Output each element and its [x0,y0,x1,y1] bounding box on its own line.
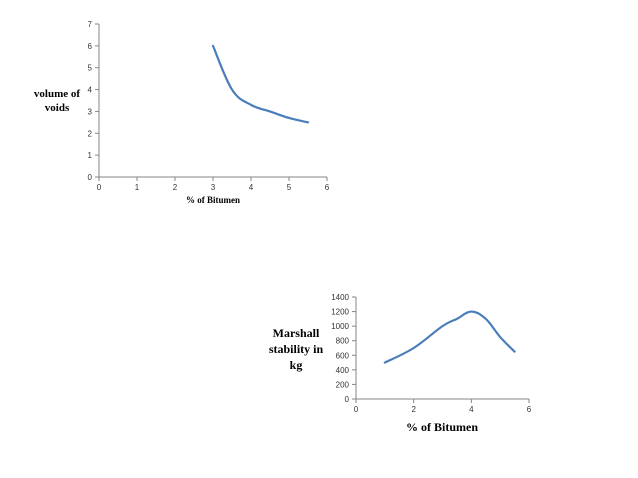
voids-y-tick-label: 7 [88,20,93,29]
voids-y-tick-label: 6 [88,42,93,51]
stability-y-axis-title-line: kg [290,358,303,372]
stability-y-tick-label: 400 [336,366,350,375]
voids-series-line [211,44,310,124]
stability-y-ticks: 0 200 400 600 800 1000 1200 1400 [331,293,356,404]
stability-y-tick-label: 600 [336,351,350,360]
voids-x-tick-label: 3 [211,183,216,192]
stability-series-line [383,310,516,364]
stability-x-tick-label: 0 [354,405,359,414]
voids-x-tick-label: 2 [173,183,178,192]
voids-y-axis-title-line: volume of [34,88,80,100]
stability-x-axis-title: % of Bitumen [406,420,478,434]
voids-y-tick-label: 5 [88,64,93,73]
stability-x-tick-label: 2 [411,405,416,414]
stability-y-axis-title-line: stability in [269,342,324,356]
stability-series [383,310,516,364]
voids-x-tick-label: 0 [97,183,102,192]
voids-y-tick-label: 1 [88,151,93,160]
voids-x-tick-label: 5 [287,183,292,192]
voids-y-axis-title: volume of voids [34,88,80,114]
stability-y-tick-label: 1000 [331,322,349,331]
voids-y-ticks: 0 1 2 3 4 5 6 7 [88,20,99,182]
voids-y-tick-label: 0 [88,173,93,182]
stability-x-tick-label: 4 [469,405,474,414]
voids-chart: 0 1 2 3 4 5 6 7 0 1 2 3 4 5 6 volume of voids % of Bit… [34,20,330,205]
stability-x-ticks: 0 2 4 6 [354,399,532,414]
stability-chart: 0 200 400 600 800 1000 1200 1400 0 2 4 6 Marshall s… [269,293,532,434]
stability-y-tick-label: 1400 [331,293,349,302]
voids-x-ticks: 0 1 2 3 4 5 6 [97,177,330,192]
voids-x-axis-title: % of Bitumen [186,195,240,205]
voids-series [211,44,310,124]
voids-y-tick-label: 2 [88,129,93,138]
voids-x-tick-label: 1 [135,183,140,192]
stability-y-axis-title: Marshall stability in kg [269,326,324,372]
stability-y-tick-label: 0 [345,395,350,404]
voids-x-tick-label: 6 [325,183,330,192]
voids-y-tick-label: 4 [88,86,93,95]
voids-y-axis-title-line: voids [45,102,70,114]
stability-y-tick-label: 800 [336,337,350,346]
stability-y-tick-label: 200 [336,380,350,389]
stability-x-tick-label: 6 [527,405,532,414]
stability-y-tick-label: 1200 [331,308,349,317]
voids-y-tick-label: 3 [88,107,93,116]
voids-x-tick-label: 4 [249,183,254,192]
stability-y-axis-title-line: Marshall [273,326,320,340]
